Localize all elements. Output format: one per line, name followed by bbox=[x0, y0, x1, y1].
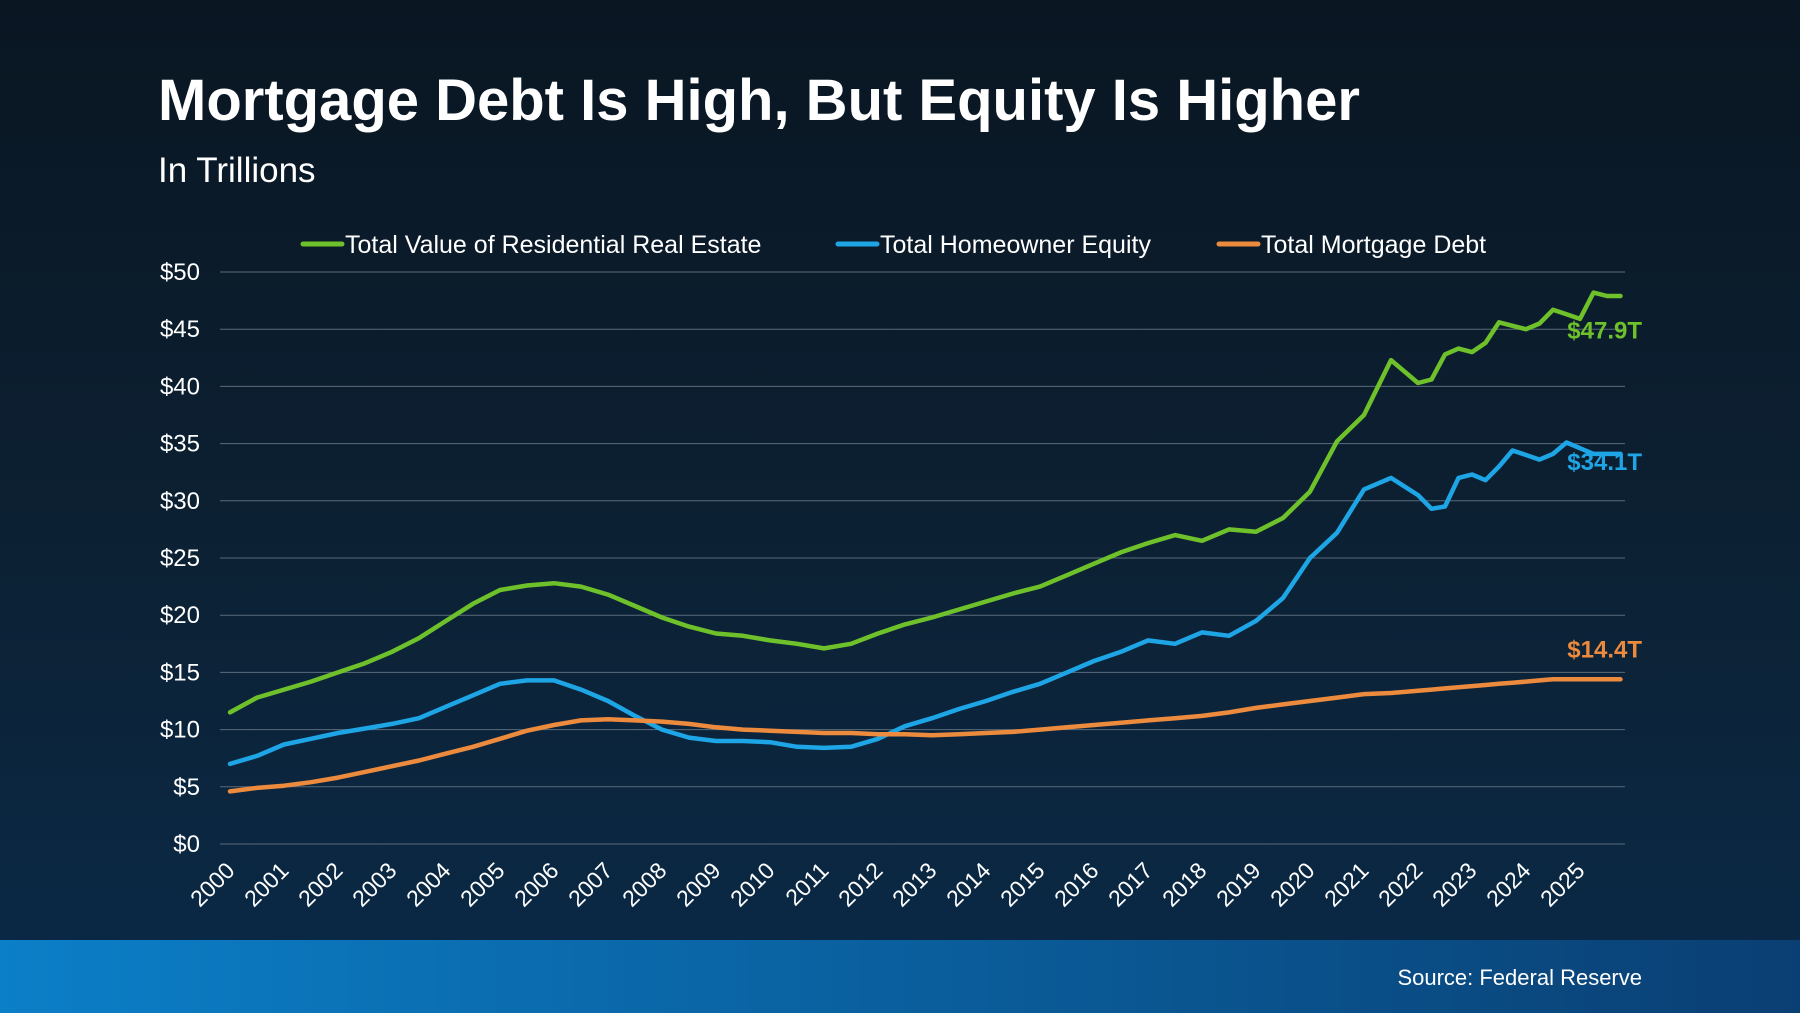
series-lines bbox=[227, 290, 1623, 794]
x-tick-label: 2014 bbox=[941, 857, 996, 912]
x-tick-label: 2022 bbox=[1373, 857, 1428, 912]
gridlines bbox=[220, 271, 1625, 845]
x-tick-label: 2006 bbox=[509, 857, 564, 912]
x-tick-label: 2011 bbox=[780, 857, 833, 910]
legend-label: Total Value of Residential Real Estate bbox=[345, 231, 761, 259]
x-axis: 2000 2001 2002 2003 2004 2005 2006 2007 2008 2009… bbox=[185, 857, 1590, 912]
chart-title: Mortgage Debt Is High, But Equity Is Hig… bbox=[158, 68, 1360, 133]
x-tick-label: 2019 bbox=[1211, 857, 1266, 912]
series-line-1 bbox=[227, 440, 1623, 767]
x-tick-label: 2015 bbox=[995, 857, 1050, 912]
x-tick-label: 2023 bbox=[1427, 857, 1482, 912]
legend-label: Total Homeowner Equity bbox=[880, 231, 1151, 259]
x-tick-label: 2018 bbox=[1157, 857, 1212, 912]
y-tick-label: $20 bbox=[160, 602, 200, 629]
x-tick-label: 2004 bbox=[401, 857, 456, 912]
y-tick-label: $35 bbox=[160, 431, 200, 458]
x-tick-label: 2010 bbox=[725, 857, 780, 912]
end-value-label: $47.9T bbox=[1567, 317, 1642, 344]
x-tick-label: 2009 bbox=[671, 857, 726, 912]
x-tick-label: 2021 bbox=[1319, 857, 1374, 912]
end-value-label: $14.4T bbox=[1567, 637, 1642, 664]
series-line-2 bbox=[227, 677, 1623, 794]
y-tick-label: $5 bbox=[173, 774, 200, 801]
x-tick-label: 2008 bbox=[617, 857, 672, 912]
x-tick-label: 2013 bbox=[887, 857, 942, 912]
series-line-0 bbox=[227, 290, 1623, 715]
x-tick-label: 2002 bbox=[293, 857, 348, 912]
legend-label: Total Mortgage Debt bbox=[1261, 231, 1486, 259]
end-labels: $47.9T $34.1T $14.4T bbox=[1567, 317, 1642, 663]
y-tick-label: $30 bbox=[160, 488, 200, 515]
y-axis: $0 $5 $10 $15 $20 $25 $30 $35 $40 $45 $50 bbox=[160, 259, 200, 858]
legend: Total Value of Residential Real Estate To… bbox=[300, 231, 1486, 259]
x-tick-label: 2024 bbox=[1481, 857, 1536, 912]
x-tick-label: 2020 bbox=[1265, 857, 1320, 912]
y-tick-label: $50 bbox=[160, 259, 200, 286]
x-tick-label: 2016 bbox=[1049, 857, 1104, 912]
y-tick-label: $10 bbox=[160, 717, 200, 744]
x-tick-label: 2003 bbox=[347, 857, 402, 912]
x-tick-label: 2017 bbox=[1103, 857, 1158, 912]
end-value-label: $34.1T bbox=[1567, 449, 1642, 476]
x-tick-label: 2012 bbox=[833, 857, 888, 912]
y-tick-label: $0 bbox=[173, 831, 200, 858]
y-tick-label: $45 bbox=[160, 316, 200, 343]
y-tick-label: $15 bbox=[160, 659, 200, 686]
y-tick-label: $40 bbox=[160, 373, 200, 400]
y-tick-label: $25 bbox=[160, 545, 200, 572]
x-tick-label: 2005 bbox=[455, 857, 510, 912]
chart-subtitle: In Trillions bbox=[158, 151, 316, 190]
x-tick-label: 2025 bbox=[1535, 857, 1590, 912]
x-tick-label: 2000 bbox=[185, 857, 240, 912]
x-tick-label: 2001 bbox=[239, 857, 294, 912]
x-tick-label: 2007 bbox=[563, 857, 618, 912]
footer-bar bbox=[0, 940, 1800, 1013]
source-note: Source: Federal Reserve bbox=[1397, 965, 1642, 990]
